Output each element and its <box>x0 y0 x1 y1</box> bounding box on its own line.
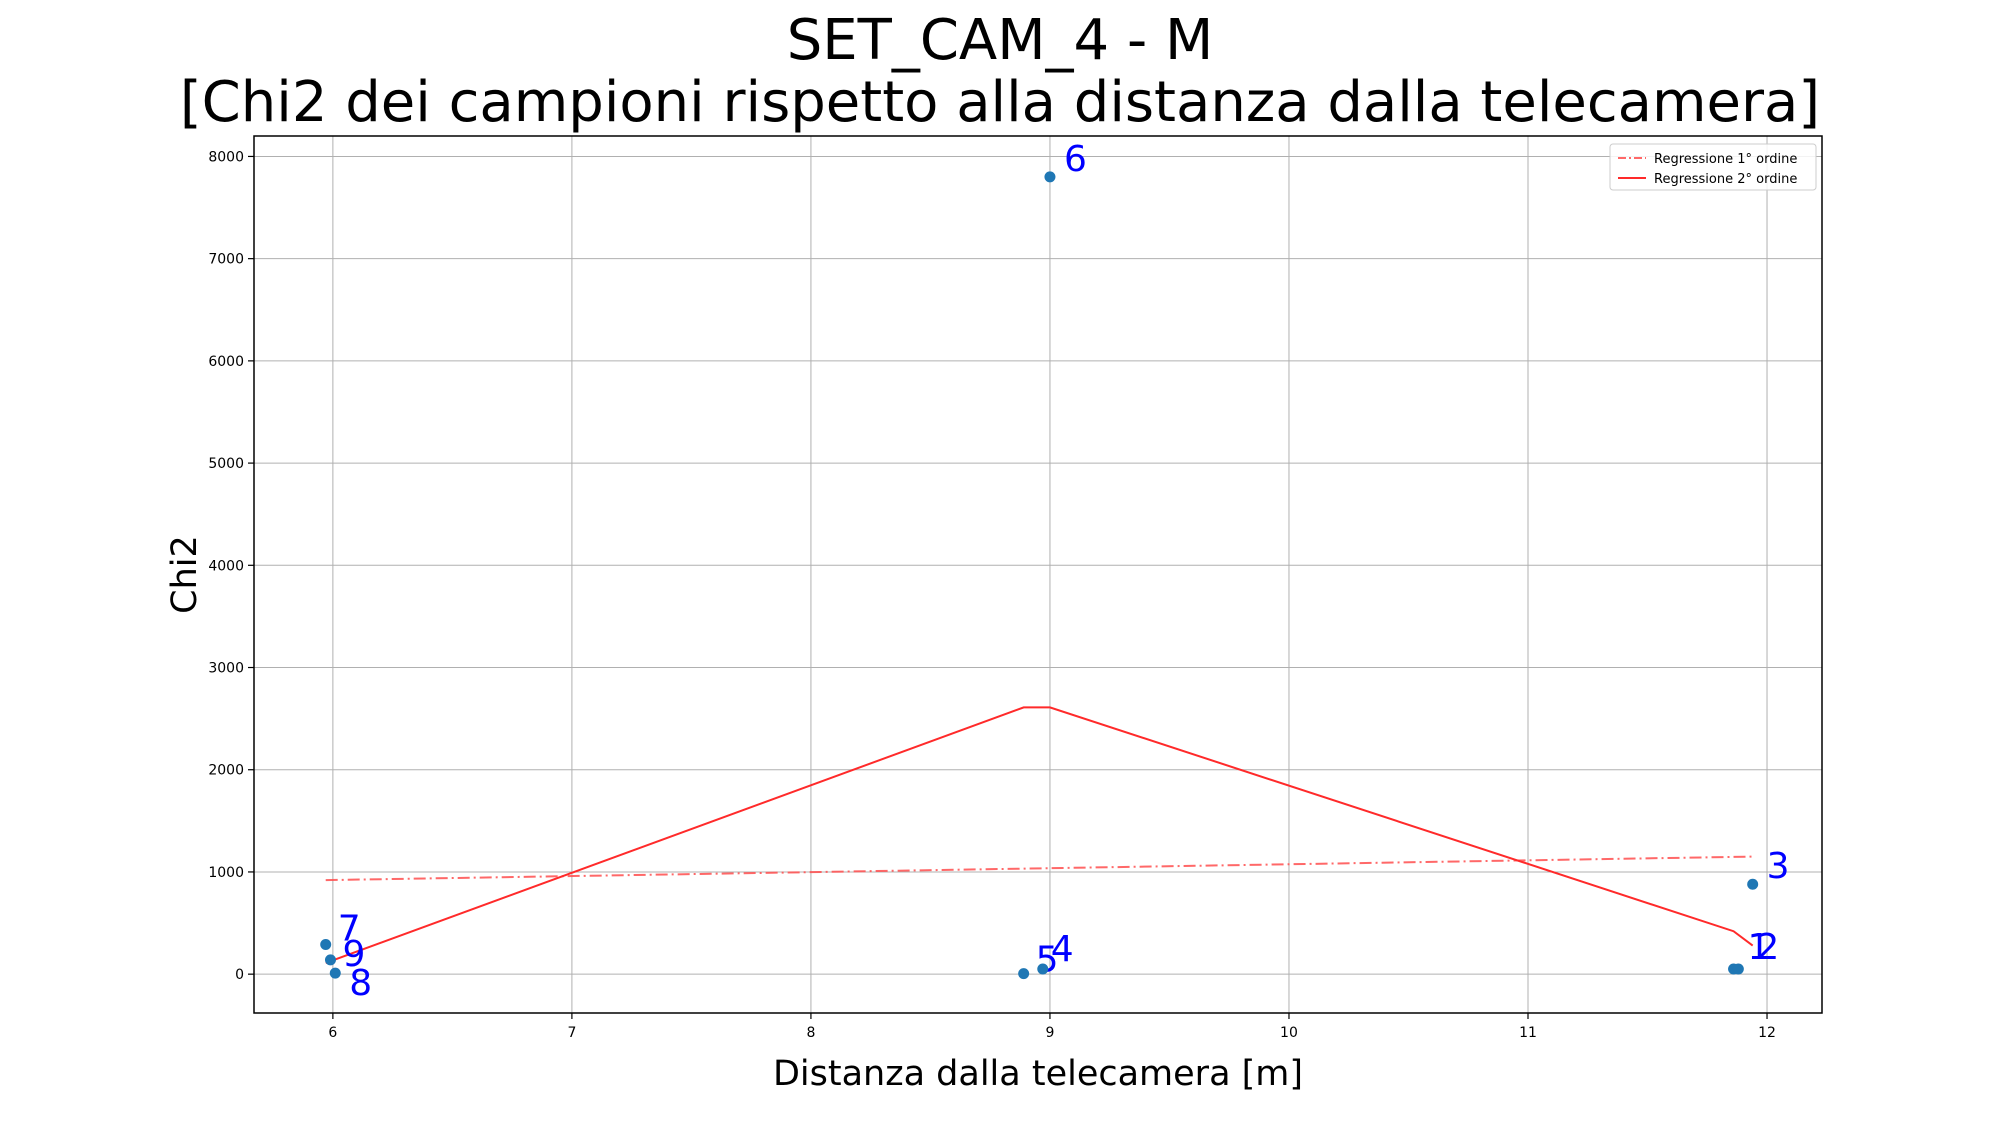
legend-entry-label: Regressione 2° ordine <box>1654 172 1797 187</box>
x-tick-label: 7 <box>567 1025 576 1041</box>
data-point <box>324 954 336 966</box>
y-tick-label: 3000 <box>208 661 244 677</box>
y-tick-label: 4000 <box>208 558 244 574</box>
x-tick-label: 10 <box>1280 1025 1298 1041</box>
x-tick-label: 9 <box>1045 1025 1054 1041</box>
data-point <box>1018 968 1030 980</box>
data-point-label: 4 <box>1051 929 1074 970</box>
plot-frame <box>253 135 1823 1014</box>
regression-line-2nd-order <box>325 706 1754 964</box>
data-point <box>320 939 332 951</box>
chart-title: SET_CAM_4 - M [Chi2 dei campioni rispett… <box>0 10 2000 134</box>
y-axis-label: Chi2 <box>165 535 205 614</box>
legend-box <box>1609 143 1817 191</box>
y-tick-label: 5000 <box>208 456 244 472</box>
data-point <box>1044 171 1056 183</box>
data-point-label: 7 <box>338 909 361 950</box>
legend-entry-label: Regressione 1° ordine <box>1654 152 1797 167</box>
series-layer <box>325 706 1754 964</box>
x-tick-label: 8 <box>806 1025 815 1041</box>
data-point-label: 3 <box>1767 846 1790 887</box>
x-axis-label: Distanza dalla telecamera [m] <box>773 1054 1303 1094</box>
data-point-label: 6 <box>1064 139 1087 180</box>
y-tick-label: 0 <box>235 967 244 983</box>
data-point-label: 8 <box>349 963 372 1004</box>
x-tick-label: 12 <box>1758 1025 1776 1041</box>
y-tick-label: 7000 <box>208 252 244 268</box>
data-point <box>1732 963 1744 975</box>
y-tick-label: 6000 <box>208 354 244 370</box>
x-tick-label: 11 <box>1519 1025 1537 1041</box>
x-tick-label: 6 <box>328 1025 337 1041</box>
ticks-layer: 6 7 8 9 10 11 12010002000300040005000600070008… <box>208 149 1776 1041</box>
chart-subtitle: [Chi2 dei campioni rispetto alla distanz… <box>179 70 1821 135</box>
y-tick-label: 2000 <box>208 763 244 779</box>
data-point-label: 9 <box>342 934 365 975</box>
y-tick-label: 1000 <box>208 865 244 881</box>
data-point <box>1747 878 1759 890</box>
data-point-label: 1 <box>1748 927 1771 968</box>
data-point-label: 2 <box>1756 927 1779 968</box>
legend: Regressione 1° ordine Regressione 2° ordi… <box>1609 143 1817 191</box>
data-point <box>329 967 341 979</box>
grid-layer <box>254 136 1822 1013</box>
y-tick-label: 8000 <box>208 149 244 165</box>
chart-title-main: SET_CAM_4 - M <box>786 8 1214 73</box>
data-point <box>1037 963 1049 975</box>
